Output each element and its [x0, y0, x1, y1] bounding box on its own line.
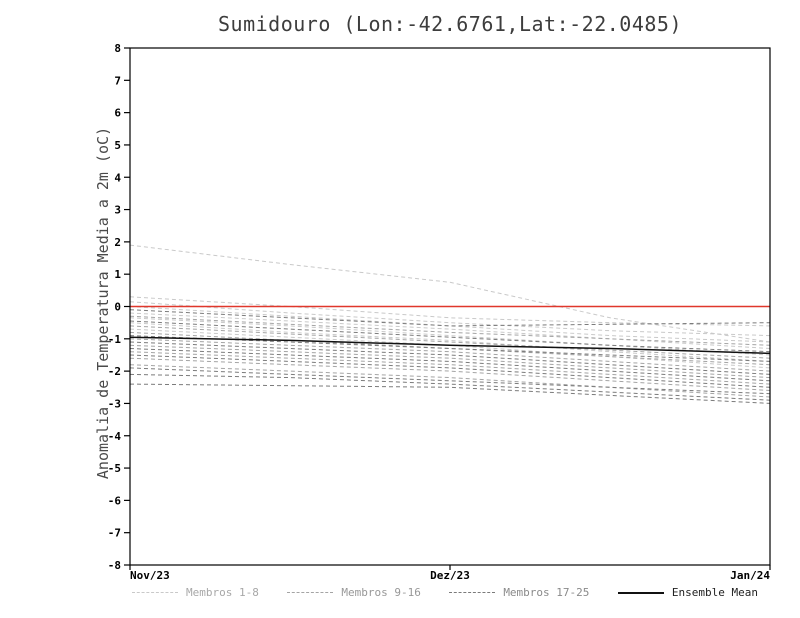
y-tick-label: 8 [114, 42, 121, 55]
legend: Membros 1-8 Membros 9-16 Membros 17-25 E… [132, 586, 758, 599]
series-membro-8 [129, 328, 771, 369]
legend-item-ensemble-mean: Ensemble Mean [617, 586, 758, 599]
y-tick-label: -3 [108, 397, 121, 410]
legend-label-membros-1-8: Membros 1-8 [186, 586, 259, 599]
y-tick-label: -2 [108, 365, 121, 378]
series-ensemble-mean [129, 336, 771, 355]
y-tick-label: 4 [114, 171, 121, 184]
series-membro-14 [129, 351, 771, 385]
y-tick-label: -6 [108, 494, 122, 507]
y-tick-label: 7 [114, 74, 121, 87]
legend-item-membros-17-25: Membros 17-25 [449, 586, 589, 599]
series-membro-13 [129, 344, 771, 379]
legend-item-membros-1-8: Membros 1-8 [132, 586, 259, 599]
x-tick-label: Jan/24 [730, 569, 770, 582]
legend-label-membros-17-25: Membros 17-25 [503, 586, 590, 599]
legend-label-ensemble-mean: Ensemble Mean [671, 586, 758, 599]
legend-label-membros-9-16: Membros 9-16 [341, 586, 421, 599]
x-tick-label: Dez/23 [430, 569, 470, 582]
series-membro-11 [129, 331, 771, 366]
legend-line-ensemble-mean-icon [617, 591, 664, 594]
series-membro-24 [129, 373, 771, 401]
y-tick-label: 1 [114, 268, 121, 281]
legend-line-membros-9-16-icon [287, 592, 334, 593]
series-membro-3 [129, 301, 771, 337]
x-tick-label: Nov/23 [130, 569, 170, 582]
series-membro-5 [129, 312, 771, 349]
y-tick-label: 3 [114, 204, 121, 217]
legend-line-membros-17-25-icon [449, 592, 496, 593]
series-membro-1 [129, 244, 771, 343]
series-membro-15 [129, 357, 771, 391]
y-tick-label: -1 [108, 333, 122, 346]
y-tick-label: 5 [114, 139, 121, 152]
legend-line-membros-1-8-icon [132, 592, 178, 593]
series-membro-10 [129, 325, 771, 359]
y-tick-label: -7 [108, 527, 121, 540]
series-membro-21 [129, 348, 771, 382]
legend-item-membros-9-16: Membros 9-16 [287, 586, 421, 599]
series-membro-17 [129, 309, 771, 327]
series-membro-4 [129, 306, 771, 343]
series-membro-7 [129, 322, 771, 362]
series-membro-25 [129, 383, 771, 404]
series-membro-2 [129, 296, 771, 327]
y-tick-label: 6 [114, 107, 121, 120]
series-membro-12 [129, 338, 771, 372]
y-tick-label: -8 [108, 559, 121, 572]
y-tick-label: -4 [108, 430, 122, 443]
series-membro-20 [129, 341, 771, 375]
series-membro-6 [129, 317, 771, 356]
y-tick-label: 0 [114, 301, 121, 314]
series-membro-18 [129, 320, 771, 353]
series-membro-9 [129, 315, 771, 346]
series-membro-16 [129, 364, 771, 398]
chart-title: Sumidouro (Lon:-42.6761,Lat:-22.0485) [217, 12, 683, 36]
y-tick-label: 2 [114, 236, 121, 249]
y-tick-label: -5 [108, 462, 121, 475]
series-membro-23 [129, 367, 771, 395]
series-membro-22 [129, 354, 771, 388]
